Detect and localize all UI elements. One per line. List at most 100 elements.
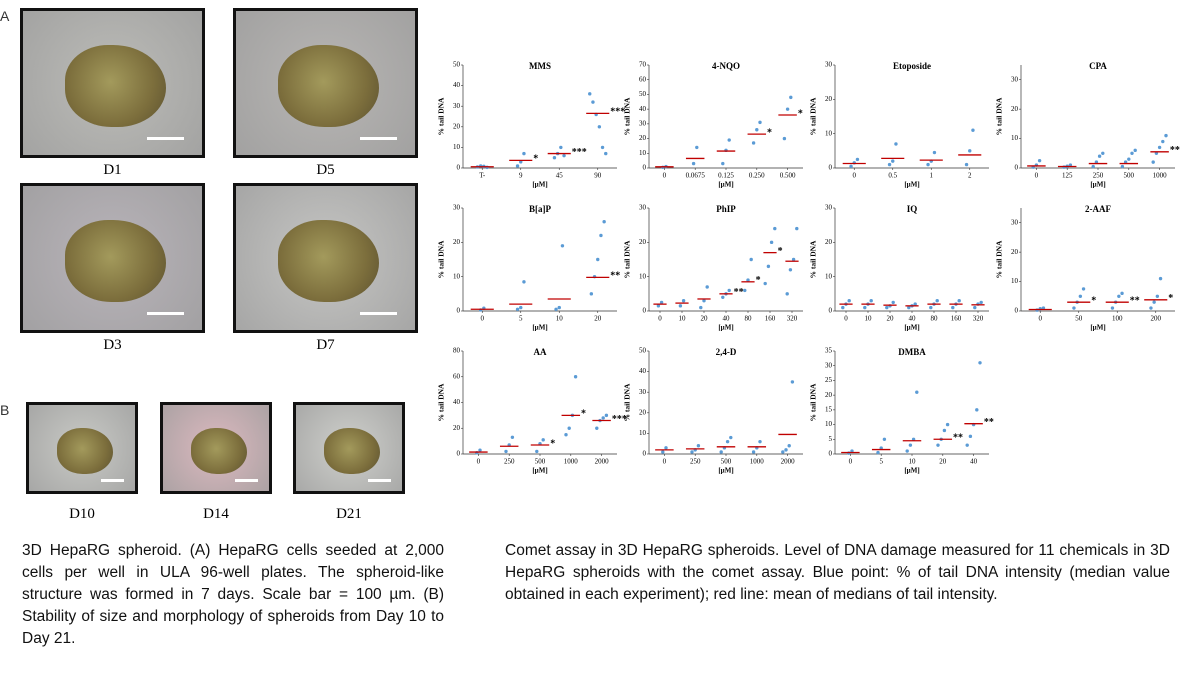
y-tick-label: 10 <box>639 429 647 437</box>
x-tick-label: 0 <box>481 315 485 323</box>
x-tick-label: 1000 <box>564 458 579 466</box>
data-point <box>1152 300 1156 304</box>
data-point <box>519 305 523 310</box>
y-tick-label: 10 <box>639 272 647 280</box>
data-point <box>882 437 887 441</box>
x-axis-label: [µM] <box>904 467 919 475</box>
y-tick-label: 10 <box>1011 134 1019 142</box>
data-point <box>791 257 796 262</box>
data-point <box>522 280 526 284</box>
micrograph-label: D21 <box>336 506 362 522</box>
x-tick-label: 0 <box>849 458 853 466</box>
spheroid <box>64 219 167 303</box>
significance: ** <box>1130 295 1140 306</box>
y-tick-label: 10 <box>825 420 833 428</box>
data-point <box>604 413 609 418</box>
y-axis-label: % tail DNA <box>809 383 818 421</box>
data-point <box>945 422 950 427</box>
x-tick-label: 10 <box>909 458 917 466</box>
data-point <box>691 161 696 166</box>
data-point <box>690 450 694 454</box>
y-tick-label: 10 <box>453 272 461 280</box>
data-point <box>978 361 982 365</box>
data-point <box>926 162 930 167</box>
data-point <box>1097 154 1102 158</box>
data-point <box>968 434 973 439</box>
data-point <box>504 449 508 454</box>
x-tick-label: 125 <box>1062 172 1073 180</box>
data-point <box>602 220 606 224</box>
data-point <box>847 299 851 303</box>
data-point <box>755 128 759 132</box>
x-tick-label: 1000 <box>1153 172 1168 180</box>
x-axis-label: [µM] <box>532 324 547 332</box>
data-point <box>964 162 969 167</box>
data-point <box>758 439 762 444</box>
y-tick-label: 20 <box>825 391 833 399</box>
data-point <box>876 450 880 455</box>
data-point <box>1133 148 1137 153</box>
y-tick-label: 30 <box>639 204 647 212</box>
data-point <box>751 450 756 454</box>
significance: *** <box>612 414 627 425</box>
data-point <box>1164 133 1168 138</box>
scale-bar <box>101 478 124 482</box>
data-point <box>789 95 793 100</box>
data-point <box>932 150 937 155</box>
data-point <box>849 164 853 168</box>
panel-label: B <box>0 402 10 418</box>
x-tick-label: 0 <box>853 172 857 180</box>
micrograph-label: D14 <box>203 506 229 522</box>
data-point <box>769 240 774 245</box>
data-point <box>913 302 917 306</box>
x-tick-label: 2000 <box>595 458 610 466</box>
significance: * <box>1091 295 1096 306</box>
data-point <box>908 443 913 447</box>
data-point <box>595 426 599 430</box>
x-tick-label: 320 <box>973 315 984 323</box>
data-point <box>659 300 664 305</box>
data-point <box>695 145 699 150</box>
x-axis-label: [µM] <box>904 181 919 189</box>
y-tick-label: 20 <box>453 122 461 130</box>
significance: * <box>581 409 586 420</box>
x-tick-label: 0.250 <box>749 172 765 180</box>
data-point <box>1110 306 1115 310</box>
data-point <box>510 435 515 439</box>
data-point <box>541 438 545 442</box>
data-point <box>589 292 594 296</box>
y-tick-label: 0 <box>829 450 833 458</box>
x-tick-label: 0.0675 <box>686 172 706 180</box>
y-tick-label: 40 <box>639 105 647 113</box>
caption: Comet assay in 3D HepaRG spheroids. Leve… <box>505 542 1170 603</box>
y-tick-label: 40 <box>639 367 647 375</box>
x-tick-label: 0 <box>844 315 848 323</box>
x-tick-label: 500 <box>721 458 732 466</box>
x-axis-label: [µM] <box>532 467 547 475</box>
x-axis-label: [µM] <box>718 467 733 475</box>
scale-bar <box>368 478 391 482</box>
y-tick-label: 0 <box>643 164 647 172</box>
data-point <box>758 120 762 125</box>
data-point <box>935 299 939 303</box>
x-tick-label: 9 <box>519 172 523 180</box>
x-tick-label: 160 <box>765 315 776 323</box>
data-point <box>600 145 605 150</box>
micrograph-label: D5 <box>316 162 335 178</box>
significance: ** <box>610 271 620 282</box>
significance: * <box>550 438 555 449</box>
x-tick-label: 5 <box>879 458 883 466</box>
chart-title: Etoposide <box>893 61 931 71</box>
data-point <box>785 107 790 111</box>
y-tick-label: 0 <box>1015 307 1019 315</box>
data-point <box>968 149 972 153</box>
data-point <box>891 300 895 305</box>
y-tick-label: 70 <box>639 61 647 69</box>
data-point <box>1130 151 1134 155</box>
micrograph <box>233 183 418 333</box>
significance: *** <box>572 147 587 158</box>
data-point <box>725 439 730 444</box>
data-point <box>596 257 600 262</box>
spheroid <box>324 428 380 474</box>
y-tick-label: 30 <box>825 204 833 212</box>
